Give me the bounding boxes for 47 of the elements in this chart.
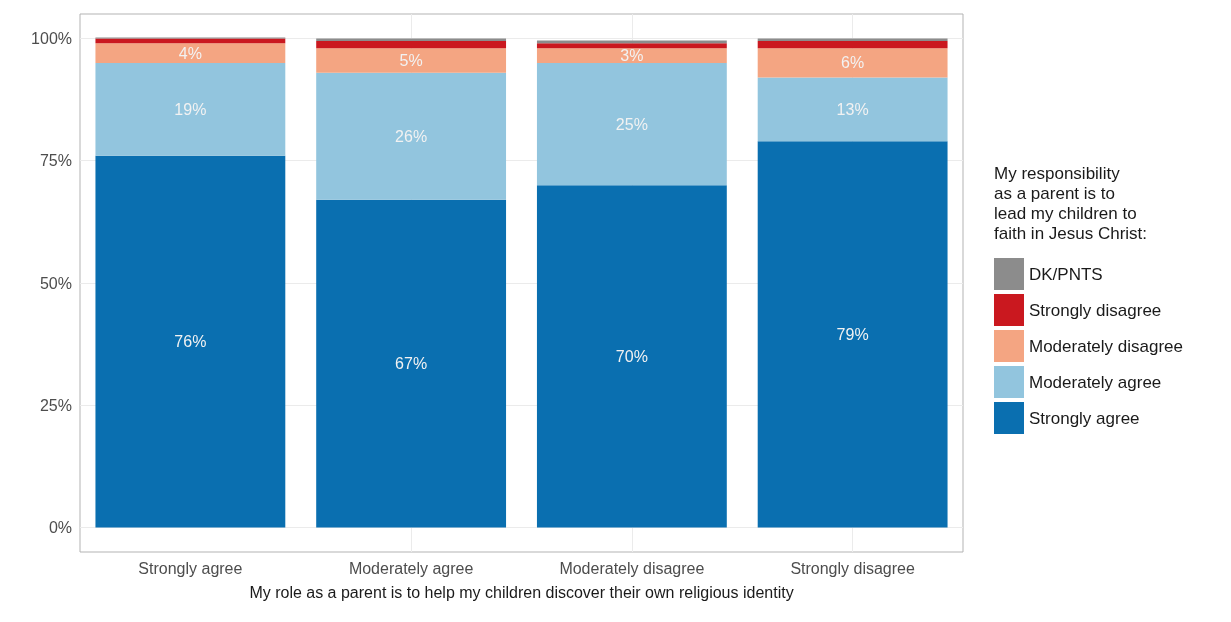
bar (95, 38, 286, 44)
data-label: 4% (178, 44, 202, 62)
bar (757, 40, 948, 49)
y-tick-label: 50% (39, 274, 72, 292)
data-label: 6% (841, 54, 865, 72)
bar (536, 62, 727, 186)
data-label: 70% (615, 347, 648, 365)
x-axis-title: My role as a parent is to help my children discover their own religious identity (249, 583, 794, 601)
bar (316, 72, 507, 200)
y-tick-label: 75% (39, 152, 72, 170)
data-label: 13% (836, 100, 869, 118)
legend-label: Strongly disagree (1029, 300, 1162, 320)
data-label: 3% (620, 47, 644, 65)
bar (536, 43, 727, 49)
bar (757, 141, 948, 528)
bar (95, 62, 286, 156)
bar (757, 77, 948, 142)
legend-label: Moderately agree (1029, 372, 1162, 392)
bar (316, 199, 507, 528)
data-label: 67% (395, 355, 428, 373)
bar (95, 155, 286, 528)
data-label: 25% (615, 115, 648, 133)
y-tick-label: 0% (48, 519, 72, 537)
bar (316, 48, 507, 73)
bar (536, 48, 727, 63)
x-tick-label: Moderately agree (348, 559, 474, 577)
bar (757, 38, 948, 41)
legend-label: Strongly agree (1029, 408, 1140, 428)
bar (757, 48, 948, 78)
x-tick-label: Moderately disagree (559, 559, 705, 577)
x-tick-label: Strongly agree (138, 559, 243, 577)
data-label: 76% (174, 333, 207, 351)
y-tick-label: 25% (39, 396, 72, 414)
bar (316, 40, 507, 49)
data-label: 5% (399, 51, 423, 69)
data-label: 26% (395, 127, 428, 145)
y-tick-label: 100% (31, 29, 72, 47)
bar (95, 43, 286, 63)
data-label: 19% (174, 100, 207, 118)
legend-title: My responsibility as a parent is to lead my children to faith in Jesus Christ: (994, 163, 1148, 243)
data-label: 79% (836, 325, 869, 343)
bar (316, 38, 507, 41)
bar (536, 40, 727, 44)
legend-label: Moderately disagree (1029, 336, 1184, 356)
legend-label: DK/PNTS (1029, 264, 1103, 284)
x-tick-label: Strongly disagree (790, 559, 915, 577)
bar (536, 185, 727, 528)
